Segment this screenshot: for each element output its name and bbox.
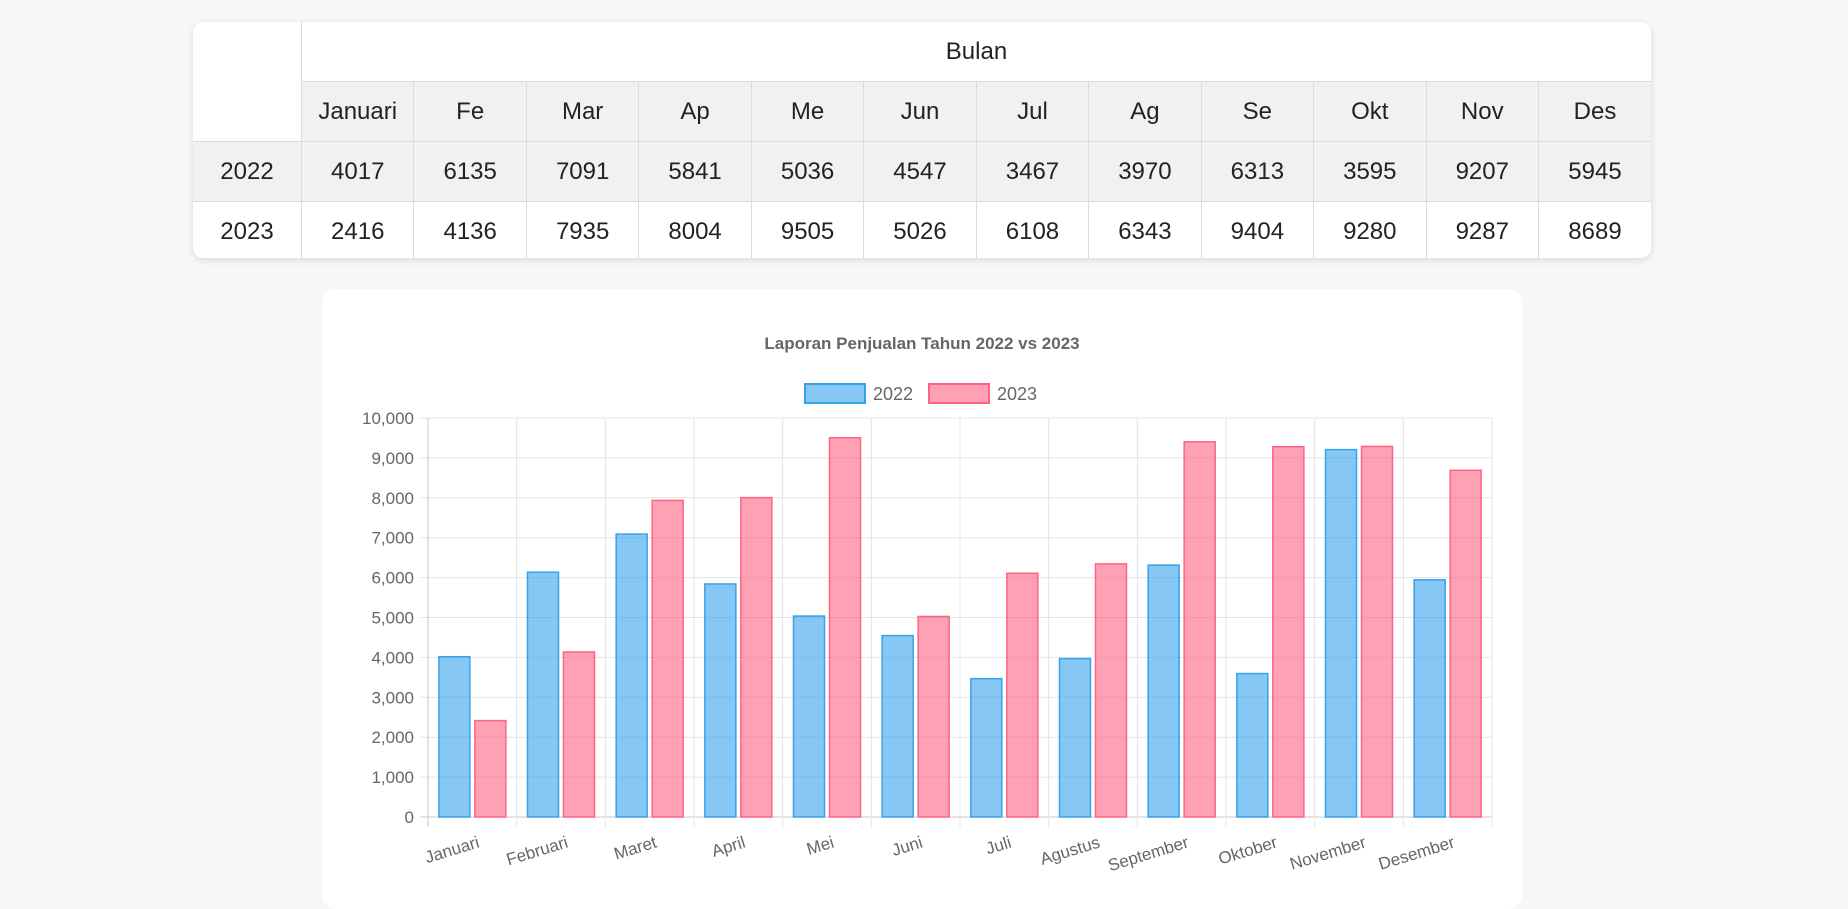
- value-cell: 9287: [1425, 201, 1539, 258]
- x-tick-label: Agustus: [1038, 833, 1102, 869]
- legend-label: 2023: [997, 384, 1037, 404]
- bar-2022-juni: [881, 634, 914, 818]
- value-cell: 9280: [1313, 201, 1427, 258]
- y-tick-label: 7,000: [371, 529, 414, 548]
- y-tick-label: 2,000: [371, 728, 414, 747]
- month-header: Januari: [301, 81, 415, 142]
- bar-2022-desember: [1413, 579, 1446, 818]
- bar-2023-juli: [1006, 572, 1039, 818]
- value-cell: 9207: [1425, 141, 1539, 202]
- bar-2022-maret: [615, 533, 648, 818]
- value-cell: 5945: [1537, 141, 1651, 202]
- y-tick-label: 8,000: [371, 489, 414, 508]
- bar-2023-oktober: [1272, 445, 1305, 818]
- value-cell: 4136: [413, 201, 527, 258]
- value-cell: 6135: [413, 141, 527, 202]
- month-header: Se: [1200, 81, 1315, 142]
- month-header: Des: [1537, 81, 1651, 142]
- year-cell: 2023: [193, 201, 302, 258]
- month-header: Nov: [1425, 81, 1539, 142]
- y-tick-label: 5,000: [371, 609, 414, 628]
- x-tick-label: Februari: [504, 833, 570, 870]
- value-cell: 8689: [1537, 201, 1651, 258]
- value-cell: 6343: [1088, 201, 1202, 258]
- bar-2023-desember: [1449, 469, 1482, 818]
- table-month-header-row: Januari Fe Mar Ap Me Jun Jul Ag Se Okt N…: [193, 81, 1651, 142]
- bar-2023-agustus: [1094, 563, 1128, 818]
- value-cell: 5841: [638, 141, 752, 202]
- month-header: Me: [750, 81, 865, 142]
- y-tick-label: 9,000: [371, 449, 414, 468]
- x-tick-label: September: [1106, 833, 1191, 876]
- bar-2023-maret: [651, 499, 684, 818]
- month-header: Fe: [413, 81, 527, 142]
- bar-2023-januari: [474, 719, 507, 818]
- chart-title: Laporan Penjualan Tahun 2022 vs 2023: [764, 334, 1079, 353]
- value-cell: 6313: [1200, 141, 1315, 202]
- bar-2023-november: [1360, 445, 1394, 818]
- table-row: 2023 2416 4136 7935 8004 9505 5026 6108 …: [193, 201, 1651, 258]
- value-cell: 9404: [1200, 201, 1315, 258]
- x-tick-label: Juni: [889, 833, 924, 860]
- value-cell: 5036: [750, 141, 865, 202]
- y-tick-label: 1,000: [371, 768, 414, 787]
- value-cell: 9505: [750, 201, 865, 258]
- bar-2022-mei: [792, 615, 826, 818]
- x-tick-label: Juli: [984, 833, 1014, 859]
- value-cell: 3595: [1313, 141, 1427, 202]
- x-tick-label: Januari: [423, 833, 482, 867]
- table-header-bulan: Bulan: [301, 22, 1651, 82]
- bar-2023-februari: [562, 651, 596, 818]
- x-tick-label: Mei: [804, 833, 836, 859]
- bar-2022-februari: [526, 571, 560, 818]
- x-tick-label: Oktober: [1216, 833, 1280, 869]
- legend-label: 2022: [873, 384, 913, 404]
- table-corner-cell: [193, 22, 302, 142]
- bar-2023-april: [740, 496, 773, 818]
- value-cell: 4017: [300, 141, 415, 202]
- value-cell: 6108: [975, 201, 1090, 258]
- value-cell: 3467: [975, 141, 1090, 202]
- bar-2022-agustus: [1058, 657, 1092, 818]
- month-header: Ag: [1088, 81, 1202, 142]
- value-cell: 3970: [1088, 141, 1202, 202]
- sales-table: Bulan Januari Fe Mar Ap Me Jun Jul Ag Se…: [193, 22, 1651, 258]
- y-tick-label: 6,000: [371, 569, 414, 588]
- bar-2022-oktober: [1236, 672, 1269, 818]
- value-cell: 4547: [863, 141, 977, 202]
- bar-2023-september: [1183, 441, 1216, 818]
- sales-table-card: Bulan Januari Fe Mar Ap Me Jun Jul Ag Se…: [193, 22, 1651, 258]
- month-header: Okt: [1313, 81, 1427, 142]
- bar-2022-april: [704, 583, 737, 818]
- bar-2022-januari: [438, 655, 471, 818]
- value-cell: 7935: [525, 201, 640, 258]
- year-cell: 2022: [193, 141, 302, 202]
- y-tick-label: 3,000: [371, 688, 414, 707]
- value-cell: 8004: [638, 201, 752, 258]
- table-row: 2022 4017 6135 7091 5841 5036 4547 3467 …: [193, 141, 1651, 202]
- bar-2022-november: [1324, 448, 1358, 818]
- month-header: Jun: [863, 81, 977, 142]
- x-tick-label: November: [1288, 833, 1369, 874]
- bar-2022-juli: [970, 677, 1003, 818]
- legend-swatch: [928, 383, 990, 404]
- bar-2023-mei: [828, 437, 862, 818]
- month-header: Mar: [525, 81, 640, 142]
- value-cell: 2416: [300, 201, 415, 258]
- y-tick-label: 4,000: [371, 648, 414, 667]
- value-cell: 7091: [525, 141, 640, 202]
- bar-2022-september: [1147, 564, 1180, 818]
- y-tick-label: 10,000: [362, 409, 414, 428]
- y-tick-label: 0: [405, 808, 414, 827]
- legend-swatch: [804, 383, 866, 404]
- x-tick-label: Maret: [612, 833, 659, 864]
- x-tick-label: Desember: [1376, 833, 1457, 874]
- bar-chart: Laporan Penjualan Tahun 2022 vs 2023 2022…: [362, 334, 1493, 876]
- chart-card: Laporan Penjualan Tahun 2022 vs 2023 2022…: [322, 289, 1522, 909]
- month-header: Ap: [638, 81, 752, 142]
- month-header: Jul: [975, 81, 1090, 142]
- bar-2023-juni: [917, 615, 950, 818]
- x-tick-label: April: [709, 833, 747, 861]
- value-cell: 5026: [863, 201, 977, 258]
